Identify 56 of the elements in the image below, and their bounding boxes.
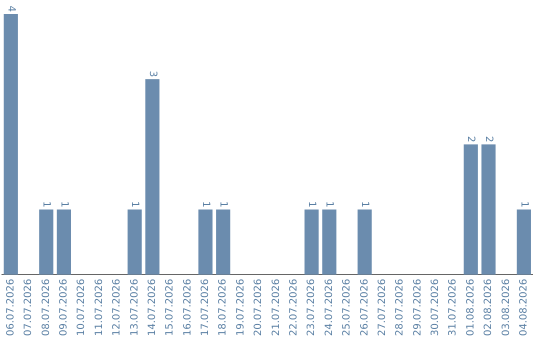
data-label: 4 bbox=[5, 6, 16, 12]
bar bbox=[145, 79, 160, 275]
x-tick-label: 29.07.2026 bbox=[412, 278, 424, 336]
bar bbox=[56, 210, 71, 275]
x-tick-label: 02.08.2026 bbox=[483, 278, 494, 336]
x-tick-label: 19.07.2026 bbox=[235, 278, 246, 336]
data-label: 2 bbox=[482, 136, 494, 142]
x-tick-label: 24.07.2026 bbox=[324, 278, 335, 336]
x-tick-label: 07.07.2026 bbox=[23, 278, 34, 336]
x-tick-label: 18.07.2026 bbox=[218, 278, 229, 336]
data-label: 1 bbox=[58, 201, 70, 208]
x-tick-label: 20.07.2026 bbox=[253, 278, 264, 336]
x-tick-label: 03.08.2026 bbox=[500, 278, 512, 336]
x-tick-label: 26.07.2026 bbox=[359, 278, 370, 336]
data-label: 1 bbox=[324, 201, 335, 208]
bar bbox=[304, 210, 319, 275]
data-label: 1 bbox=[359, 201, 370, 208]
x-tick-label: 22.07.2026 bbox=[288, 278, 300, 336]
data-label: 1 bbox=[306, 201, 318, 208]
x-tick-label: 13.07.2026 bbox=[129, 278, 140, 336]
x-tick-label: 14.07.2026 bbox=[146, 278, 158, 336]
x-tick-label: 16.07.2026 bbox=[182, 278, 194, 336]
x-tick-label: 27.07.2026 bbox=[376, 278, 388, 336]
x-tick-label: 21.07.2026 bbox=[270, 278, 282, 336]
x-tick-label: 01.08.2026 bbox=[465, 278, 476, 336]
x-tick-label: 28.07.2026 bbox=[394, 278, 406, 336]
x-tick-label: 25.07.2026 bbox=[342, 278, 353, 336]
data-label: 3 bbox=[146, 70, 158, 78]
bar bbox=[464, 144, 478, 275]
x-tick-label: 31.07.2026 bbox=[448, 278, 459, 336]
bar bbox=[216, 210, 230, 275]
bar bbox=[198, 210, 213, 275]
x-tick-label: 12.07.2026 bbox=[112, 278, 123, 336]
x-tick-label: 08.07.2026 bbox=[40, 278, 52, 336]
bar bbox=[481, 144, 496, 275]
bar bbox=[39, 210, 54, 275]
data-label: 1 bbox=[218, 201, 229, 208]
x-tick-label: 30.07.2026 bbox=[430, 278, 442, 336]
data-label: 1 bbox=[40, 201, 52, 208]
data-label: 1 bbox=[518, 201, 530, 208]
x-tick-label: 23.07.2026 bbox=[306, 278, 318, 336]
x-tick-label: 15.07.2026 bbox=[164, 278, 176, 336]
data-label: 2 bbox=[465, 136, 476, 142]
bar bbox=[358, 210, 372, 275]
bar bbox=[516, 210, 531, 275]
x-tick-label: 17.07.2026 bbox=[200, 278, 212, 336]
x-tick-label: 04.08.2026 bbox=[518, 278, 530, 336]
x-tick-label: 09.07.2026 bbox=[58, 278, 70, 336]
bar bbox=[4, 14, 18, 275]
bar bbox=[128, 210, 142, 275]
x-tick-label: 06.07.2026 bbox=[5, 278, 16, 336]
data-label: 1 bbox=[200, 201, 211, 208]
bar bbox=[322, 210, 336, 275]
x-tick-label: 10.07.2026 bbox=[76, 278, 88, 336]
data-label: 1 bbox=[129, 201, 140, 208]
x-tick-label: 11.07.2026 bbox=[94, 278, 105, 336]
